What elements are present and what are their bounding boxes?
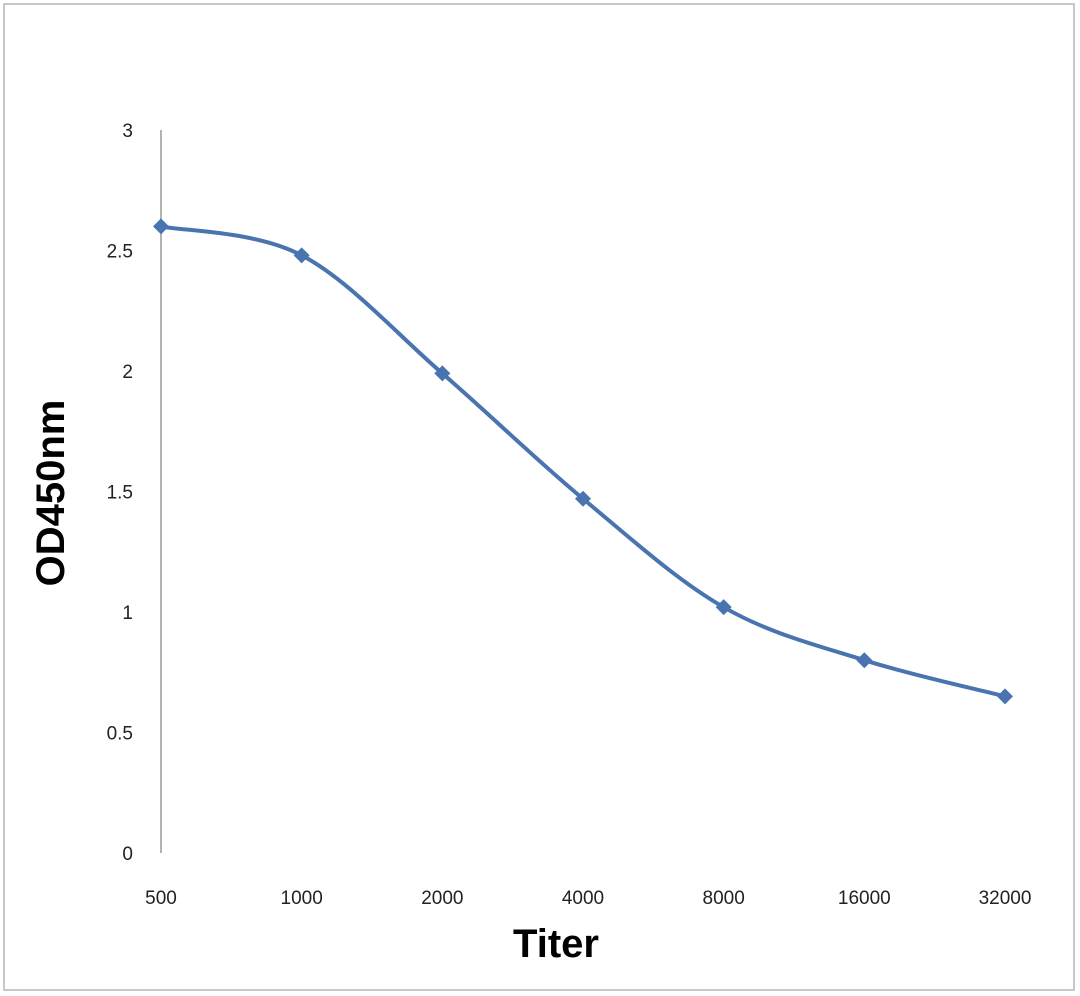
data-point-marker xyxy=(997,688,1013,705)
data-point-marker xyxy=(856,652,873,669)
data-point-marker xyxy=(575,490,591,507)
series-line xyxy=(159,224,1007,699)
data-point-marker xyxy=(293,247,310,264)
x-tick-label: 1000 xyxy=(281,888,323,909)
y-tick-label: 3 xyxy=(122,121,133,142)
data-point-marker xyxy=(153,218,169,235)
x-tick-label: 500 xyxy=(145,888,177,909)
y-tick-label: 0.5 xyxy=(107,724,133,745)
y-tick-label: 0 xyxy=(122,844,133,865)
y-axis-title: OD450nm xyxy=(29,400,73,587)
y-tick-label: 1.5 xyxy=(107,483,133,504)
x-tick-label: 4000 xyxy=(562,888,604,909)
data-point-marker xyxy=(715,599,732,616)
x-tick-label: 32000 xyxy=(979,888,1032,909)
y-tick-label: 2 xyxy=(122,362,133,383)
x-tick-label: 16000 xyxy=(838,888,891,909)
chart-frame xyxy=(3,3,1075,991)
x-tick-label: 8000 xyxy=(703,888,745,909)
x-tick-label: 2000 xyxy=(421,888,463,909)
y-tick-labels: 0 0.5 1 1.5 2 2.5 3 xyxy=(107,121,133,865)
y-tick-label: 2.5 xyxy=(107,242,133,263)
x-tick-labels: 500 1000 2000 4000 8000 16000 32000 xyxy=(145,888,1031,909)
data-point-marker xyxy=(434,365,451,382)
data-series xyxy=(153,218,1013,705)
x-axis-title: Titer xyxy=(513,922,599,966)
y-tick-label: 1 xyxy=(122,603,133,624)
